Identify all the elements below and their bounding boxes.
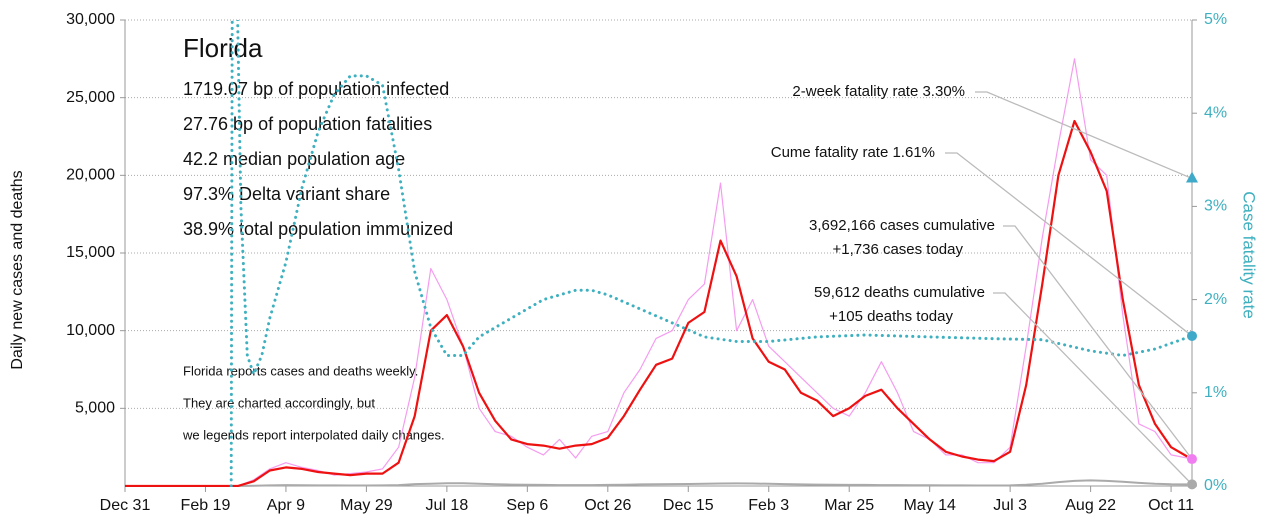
info-line: 1719.07 bp of population infected xyxy=(183,79,449,99)
y-tick-label: 25,000 xyxy=(66,89,115,106)
x-tick-label: Sep 6 xyxy=(506,497,548,514)
y-tick-label: 5,000 xyxy=(75,400,115,417)
annotation: 2-week fatality rate 3.30% xyxy=(792,83,965,100)
end-marker xyxy=(1187,479,1197,490)
series-line xyxy=(125,119,1188,487)
x-tick-label: Feb 19 xyxy=(181,497,231,514)
series-line xyxy=(125,479,1188,487)
leader-line xyxy=(975,91,1193,180)
y2-tick-label: 1% xyxy=(1204,384,1227,401)
x-tick-label: Mar 25 xyxy=(824,497,874,514)
info-line: 27.76 bp of population fatalities xyxy=(183,114,432,134)
x-tick-label: Dec 15 xyxy=(663,497,714,514)
leader-line xyxy=(1003,225,1193,460)
x-tick-label: Oct 26 xyxy=(584,497,631,514)
y2-tick-label: 0% xyxy=(1204,477,1227,494)
x-tick-label: Apr 9 xyxy=(267,497,305,514)
y-tick-label: 10,000 xyxy=(66,322,115,339)
x-tick-label: Aug 22 xyxy=(1065,497,1116,514)
leader-line xyxy=(945,152,1193,337)
annotation: +1,736 cases today xyxy=(832,241,963,258)
x-tick-label: Dec 31 xyxy=(100,497,151,514)
chart-title: Florida xyxy=(183,33,263,63)
annotation: 59,612 deaths cumulative xyxy=(814,284,985,301)
x-tick-label: Oct 11 xyxy=(1148,497,1194,514)
x-tick-label: Jul 3 xyxy=(993,497,1027,514)
series-line xyxy=(229,20,1192,487)
note-line: They are charted accordingly, but xyxy=(183,395,375,410)
y2-tick-label: 4% xyxy=(1204,104,1227,121)
x-tick-label: Jul 18 xyxy=(426,497,469,514)
note-line: we legends report interpolated daily cha… xyxy=(182,427,445,442)
y-axis-title: Daily new cases and deaths xyxy=(9,170,26,369)
annotation: Cume fatality rate 1.61% xyxy=(771,144,935,161)
y-tick-label: 15,000 xyxy=(66,244,115,261)
end-marker xyxy=(1187,330,1197,341)
leader-line xyxy=(993,292,1193,485)
y2-tick-label: 2% xyxy=(1204,291,1227,308)
x-tick-label: Feb 3 xyxy=(748,497,789,514)
plot-area xyxy=(125,20,1192,487)
y-tick-label: 30,000 xyxy=(66,11,115,28)
end-marker xyxy=(1187,454,1197,465)
info-line: 97.3% Delta variant share xyxy=(183,184,390,204)
y2-tick-label: 3% xyxy=(1204,198,1227,215)
y2-axis-title: Case fatality rate xyxy=(1240,191,1259,319)
x-tick-label: May 14 xyxy=(903,497,956,514)
y2-tick-label: 5% xyxy=(1204,11,1227,28)
annotation: 3,692,166 cases cumulative xyxy=(809,217,995,234)
annotation: +105 deaths today xyxy=(829,308,953,325)
x-tick-label: May 29 xyxy=(340,497,393,514)
info-line: 42.2 median population age xyxy=(183,149,405,169)
y-tick-label: 20,000 xyxy=(66,167,115,184)
note-line: Florida reports cases and deaths weekly. xyxy=(183,363,418,378)
info-line: 38.9% total population immunized xyxy=(183,219,453,239)
end-marker xyxy=(1186,171,1198,183)
